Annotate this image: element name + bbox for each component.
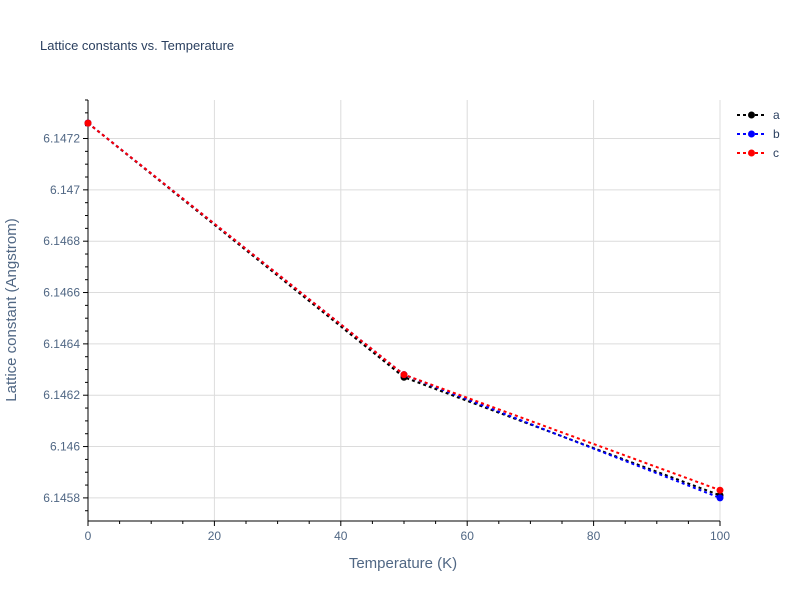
data-point-c[interactable] [400, 371, 408, 379]
grid [88, 100, 721, 521]
y-tick-label: 6.146 [50, 440, 80, 454]
series-a [84, 119, 724, 499]
x-tick-label: 0 [85, 529, 92, 543]
data-point-c[interactable] [84, 119, 92, 127]
legend-label: c [773, 146, 779, 160]
x-tick-label: 40 [334, 529, 348, 543]
legend-swatch-marker [748, 130, 755, 138]
legend-swatch-marker [748, 149, 755, 157]
legend-label: a [773, 108, 780, 122]
y-tick-label: 6.1462 [43, 388, 80, 402]
legend-item-b[interactable]: b [737, 127, 780, 141]
y-tick-label: 6.1458 [43, 491, 80, 505]
data-point-c[interactable] [716, 486, 724, 494]
y-tick-label: 6.1468 [43, 234, 80, 248]
x-tick-label: 100 [710, 529, 730, 543]
chart-title: Lattice constants vs. Temperature [40, 38, 234, 53]
legend-item-a[interactable]: a [737, 108, 780, 122]
data-point-b[interactable] [716, 494, 724, 502]
legend-label: b [773, 127, 780, 141]
y-tick-label: 6.1466 [43, 286, 80, 300]
legend[interactable]: abc [737, 108, 780, 160]
series-line-b [87, 122, 721, 499]
y-tick-label: 6.1472 [43, 132, 80, 146]
series-line-c [87, 122, 721, 492]
series-b [84, 119, 724, 502]
x-axis-title: Temperature (K) [349, 555, 457, 572]
legend-item-c[interactable]: c [737, 146, 779, 160]
legend-swatch-marker [748, 111, 755, 119]
axes: 0 20 40 60 80 100 6.1458 6.146 6.1462 6.1464 6.146… [43, 99, 730, 543]
series-line-a [87, 122, 721, 497]
x-tick-label: 20 [208, 529, 222, 543]
x-tick-label: 80 [587, 529, 601, 543]
y-tick-label: 6.147 [50, 183, 80, 197]
series-group [84, 119, 724, 502]
series-c [84, 119, 724, 494]
y-tick-label: 6.1464 [43, 337, 80, 351]
y-axis-title: Lattice constant (Angstrom) [3, 218, 20, 401]
x-tick-label: 60 [461, 529, 475, 543]
